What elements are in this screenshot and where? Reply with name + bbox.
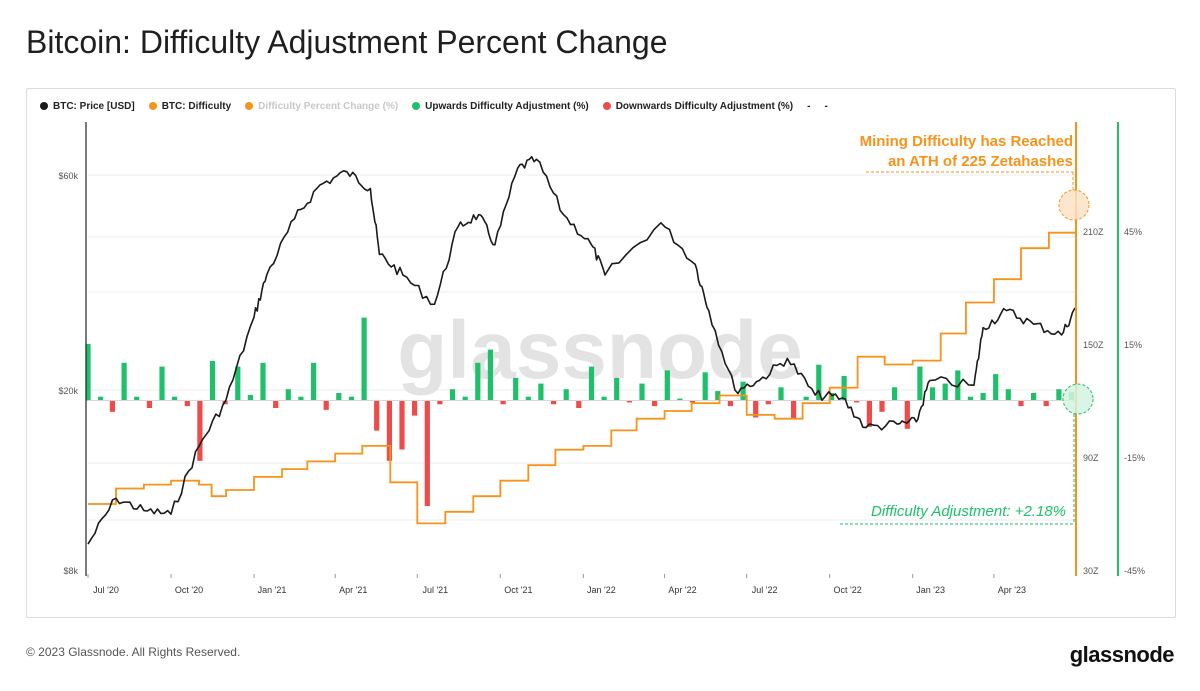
- legend-label: -: [807, 100, 811, 112]
- legend-item[interactable]: Downwards Difficulty Adjustment (%): [602, 100, 794, 112]
- legend-dot-icon: [245, 102, 254, 110]
- legend-item[interactable]: -: [824, 101, 827, 112]
- legend-item[interactable]: BTC: Price [USD]: [40, 101, 135, 112]
- legend-label: -: [824, 100, 828, 112]
- legend-item[interactable]: Difficulty Percent Change (%): [245, 101, 398, 112]
- legend-dot-icon: [412, 102, 421, 110]
- legend-item[interactable]: -: [807, 101, 810, 112]
- legend-label: Upwards Difficulty Adjustment (%): [425, 100, 589, 112]
- chart-card: [26, 88, 1176, 618]
- footer-logo: glassnode: [1069, 642, 1175, 667]
- legend-dot-icon: [148, 102, 157, 110]
- footer-copyright: © 2023 Glassnode. All Rights Reserved.: [26, 645, 241, 659]
- legend-dot-icon: [602, 102, 611, 110]
- legend-item[interactable]: Upwards Difficulty Adjustment (%): [412, 101, 589, 112]
- legend-dot-icon: [40, 102, 48, 110]
- legend-label: BTC: Difficulty: [161, 100, 232, 112]
- page-title: Bitcoin: Difficulty Adjustment Percent C…: [26, 24, 668, 60]
- legend-label: BTC: Price [USD]: [53, 100, 135, 112]
- legend-label: Difficulty Percent Change (%): [258, 100, 399, 112]
- legend-label: Downwards Difficulty Adjustment (%): [615, 100, 794, 112]
- chart-legend: BTC: Price [USD] BTC: Difficulty Difficult…: [40, 98, 828, 114]
- legend-item[interactable]: BTC: Difficulty: [148, 100, 232, 112]
